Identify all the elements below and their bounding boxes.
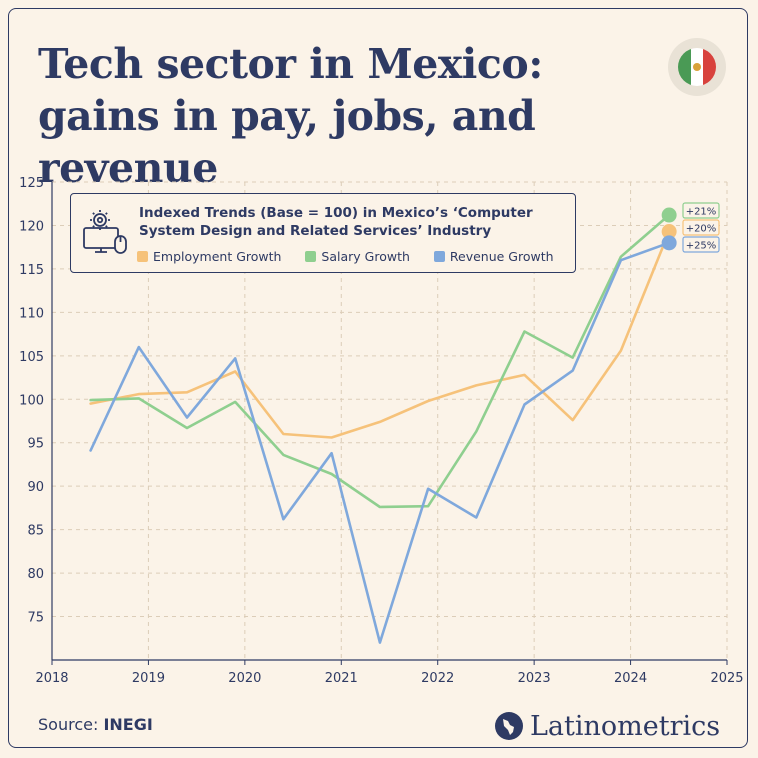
series-line-salary-growth: [89, 213, 671, 509]
source-label: Source:: [38, 715, 99, 734]
y-tick-label: 80: [27, 567, 44, 582]
x-tick-label: 2024: [614, 671, 647, 686]
x-tick-label: 2020: [228, 671, 261, 686]
end-label-box: [682, 219, 720, 236]
end-label: +21%: [686, 207, 717, 218]
legend-label: Salary Growth: [321, 249, 410, 264]
x-tick-label: 2021: [325, 671, 358, 686]
x-tick-label: 2018: [35, 671, 68, 686]
brand-logo: Latinometrics: [494, 706, 720, 746]
y-tick-label: 110: [19, 306, 44, 321]
source-name: INEGI: [103, 715, 153, 734]
y-tick-label: 100: [19, 393, 44, 408]
y-tick-label: 90: [27, 480, 44, 495]
legend-label: Revenue Growth: [449, 249, 554, 264]
end-label: +20%: [686, 224, 717, 235]
series-endpoint: [661, 207, 677, 223]
series-line-employment-growth: [89, 230, 671, 439]
x-tick-label: 2025: [710, 671, 743, 686]
x-tick-label: 2023: [518, 671, 551, 686]
legend-item-employment: Employment Growth: [137, 249, 281, 264]
series-endpoint: [661, 235, 677, 251]
end-label-box: [682, 236, 720, 253]
source-note: Source: INEGI: [38, 715, 153, 734]
y-tick-label: 115: [19, 263, 44, 278]
legend-item-salary: Salary Growth: [305, 249, 410, 264]
mexico-flag-icon: [668, 38, 726, 96]
legend-swatch: [433, 251, 445, 262]
y-tick-label: 125: [19, 176, 44, 191]
y-tick-label: 85: [27, 524, 44, 539]
computer-gear-icon: [81, 208, 131, 262]
x-tick-label: 2019: [132, 671, 165, 686]
legend-item-revenue: Revenue Growth: [433, 249, 554, 264]
latinometrics-logo-icon: [495, 712, 523, 740]
legend-title: Indexed Trends (Base = 100) in Mexico’s …: [139, 205, 533, 239]
y-tick-label: 75: [27, 611, 44, 626]
page-title: Tech sector in Mexico: gains in pay, job…: [38, 40, 543, 192]
series-endpoint: [661, 224, 677, 240]
y-tick-label: 120: [19, 219, 44, 234]
card-frame: [8, 8, 748, 748]
y-tick-label: 95: [27, 437, 44, 452]
brand-name: Latinometrics: [530, 710, 721, 742]
legend-label: Employment Growth: [153, 249, 282, 264]
legend-swatch: [137, 251, 148, 262]
end-label: +25%: [686, 241, 717, 252]
legend-swatch: [305, 251, 317, 262]
end-label-box: [682, 202, 720, 219]
chart-legend: Indexed Trends (Base = 100) in Mexico’s …: [70, 193, 576, 273]
y-tick-label: 105: [19, 350, 44, 365]
series-line-revenue-growth: [89, 241, 671, 644]
x-tick-label: 2022: [421, 671, 454, 686]
